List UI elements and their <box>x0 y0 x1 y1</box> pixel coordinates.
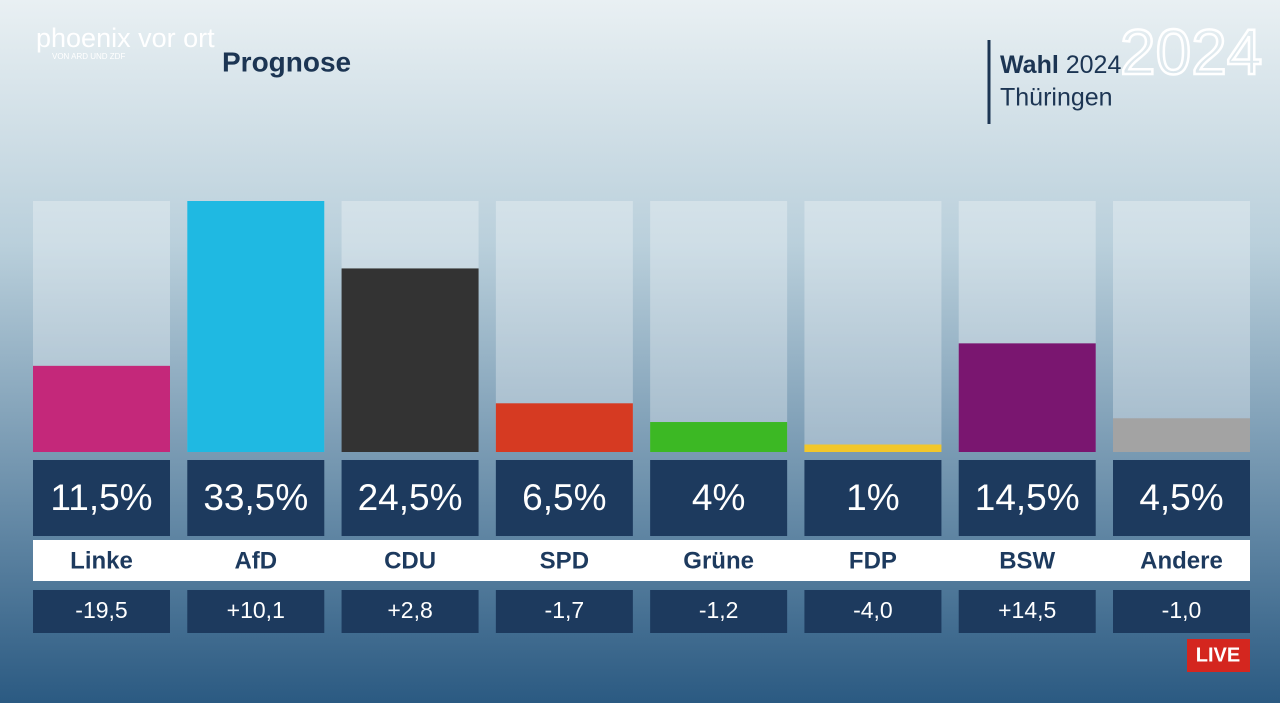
election-heading: Wahl 2024 <box>1000 51 1121 79</box>
value-box <box>33 460 170 536</box>
live-label: LIVE <box>1196 644 1240 666</box>
chart-title: Prognose <box>222 46 351 77</box>
election-label: Wahl <box>1000 51 1059 79</box>
value-label: 4,5% <box>1139 477 1223 518</box>
x-tick-label: FDP <box>849 547 897 574</box>
change-box <box>1113 590 1250 633</box>
x-tick-label: AfD <box>234 547 277 574</box>
bar-track <box>804 201 942 452</box>
change-box <box>650 590 788 633</box>
value-box <box>187 460 325 536</box>
value-box <box>341 460 479 536</box>
value-box <box>495 460 633 536</box>
live-badge <box>1187 639 1250 672</box>
x-tick-label: SPD <box>540 547 589 574</box>
change-box <box>341 590 479 633</box>
x-tick-label: BSW <box>999 547 1055 574</box>
value-label: 14,5% <box>975 477 1080 518</box>
change-label: -4,0 <box>853 597 893 623</box>
x-tick-label: Linke <box>70 547 133 574</box>
change-label: -19,5 <box>75 597 127 623</box>
bar-track <box>650 201 788 452</box>
bar <box>33 365 170 452</box>
bar <box>958 343 1096 452</box>
bar <box>650 422 788 452</box>
election-logo: 2024 <box>1120 16 1262 88</box>
bar <box>187 201 325 452</box>
value-label: 1% <box>846 477 899 518</box>
change-label: -1,0 <box>1162 597 1202 623</box>
election-region: Thüringen <box>1000 84 1113 112</box>
brand-tagline: VON ARD UND ZDF <box>52 52 125 61</box>
value-box <box>804 460 942 536</box>
change-label: +14,5 <box>998 597 1056 623</box>
bar <box>495 403 633 452</box>
change-label: -1,7 <box>545 597 585 623</box>
change-label: -1,2 <box>699 597 739 623</box>
change-box <box>33 590 170 633</box>
change-box <box>958 590 1096 633</box>
x-tick-label: Andere <box>1140 547 1223 574</box>
x-tick-label: CDU <box>384 547 436 574</box>
election-year: 2024 <box>1066 51 1122 79</box>
value-label: 11,5% <box>50 477 152 518</box>
change-box <box>804 590 942 633</box>
change-label: +2,8 <box>387 597 432 623</box>
value-label: 24,5% <box>358 477 463 518</box>
bar <box>804 444 942 452</box>
x-tick-label: Grüne <box>683 547 754 574</box>
change-box <box>495 590 633 633</box>
bar <box>341 268 479 452</box>
value-box <box>650 460 788 536</box>
name-strip <box>33 540 1250 581</box>
bar-track <box>1113 201 1250 452</box>
change-label: +10,1 <box>227 597 285 623</box>
value-label: 6,5% <box>522 477 606 518</box>
bar <box>1113 418 1250 452</box>
brand-name: phoenix vor ort <box>36 23 215 53</box>
value-label: 33,5% <box>203 477 308 518</box>
value-box <box>958 460 1096 536</box>
value-label: 4% <box>692 477 745 518</box>
change-box <box>187 590 325 633</box>
value-box <box>1113 460 1250 536</box>
